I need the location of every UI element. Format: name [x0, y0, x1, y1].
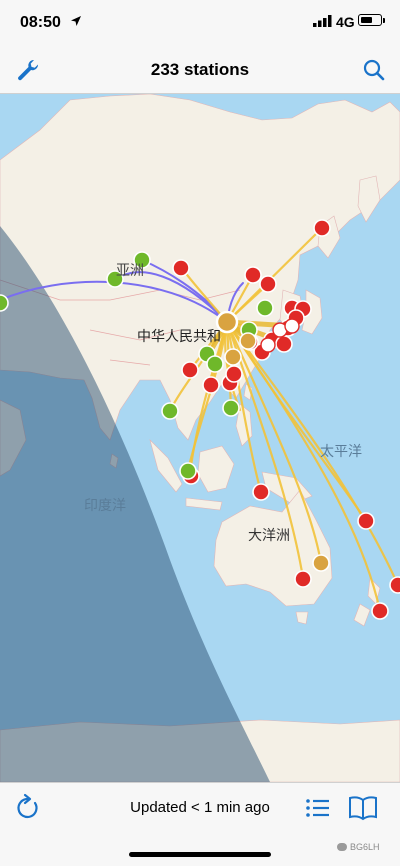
- watermark: BG6LH: [350, 842, 380, 852]
- station-markers-cluster[interactable]: [260, 318, 300, 353]
- station-marker: [252, 483, 270, 501]
- station-marker: [256, 299, 274, 317]
- battery-tip: [383, 18, 385, 23]
- station-markers-green[interactable]: [0, 251, 274, 480]
- station-marker: [0, 294, 9, 312]
- map-view[interactable]: 亚洲 中华人民共和 印度洋 太平洋 大洋洲: [0, 94, 400, 782]
- station-marker: [181, 361, 199, 379]
- station-marker: [172, 259, 190, 277]
- station-marker: [179, 462, 197, 480]
- station-marker: [224, 348, 242, 366]
- station-marker: [239, 332, 257, 350]
- map-canvas[interactable]: 亚洲 中华人民共和 印度洋 太平洋 大洋洲: [0, 94, 400, 782]
- station-marker: [259, 275, 277, 293]
- station-marker: [202, 376, 220, 394]
- location-arrow-icon: [71, 16, 81, 26]
- label-pacific: 太平洋: [320, 443, 362, 459]
- station-marker: [161, 402, 179, 420]
- station-marker: [294, 570, 312, 588]
- station-marker: [357, 512, 375, 530]
- wechat-icon: [337, 843, 347, 851]
- station-markers-orange[interactable]: [224, 332, 330, 572]
- signal-bars-icon: [313, 15, 332, 27]
- nav-bar: 233 stations: [0, 44, 400, 94]
- station-markers-red[interactable]: [172, 219, 400, 620]
- station-marker: [275, 335, 293, 353]
- label-indian-ocean: 印度洋: [84, 497, 126, 513]
- night-overlay: [0, 226, 270, 782]
- status-time: 08:50: [20, 14, 61, 31]
- station-marker: [312, 554, 330, 572]
- station-marker: [106, 270, 124, 288]
- updated-status: Updated < 1 min ago: [130, 799, 270, 816]
- label-oceania: 大洋洲: [248, 527, 290, 543]
- station-marker: [371, 602, 389, 620]
- station-marker: [206, 355, 224, 373]
- station-marker: [222, 399, 240, 417]
- book-icon[interactable]: [348, 793, 378, 823]
- refresh-icon[interactable]: [13, 793, 43, 823]
- station-marker: [133, 251, 151, 269]
- station-marker: [260, 337, 276, 353]
- label-asia: 亚洲: [116, 262, 144, 278]
- station-marker: [284, 318, 300, 334]
- station-marker: [313, 219, 331, 237]
- station-marker: [244, 266, 262, 284]
- home-indicator: [129, 852, 271, 857]
- status-bar: 08:50 4G: [0, 0, 400, 44]
- page-title: 233 stations: [150, 60, 250, 79]
- station-marker: [225, 365, 243, 383]
- home-station-marker[interactable]: [215, 310, 239, 334]
- search-icon[interactable]: [360, 56, 388, 84]
- wrench-icon[interactable]: [14, 56, 42, 84]
- label-china: 中华人民共和: [137, 328, 221, 344]
- network-type: 4G: [336, 14, 355, 30]
- battery-icon: [358, 14, 382, 26]
- station-marker: [389, 576, 400, 594]
- list-icon[interactable]: [303, 793, 333, 823]
